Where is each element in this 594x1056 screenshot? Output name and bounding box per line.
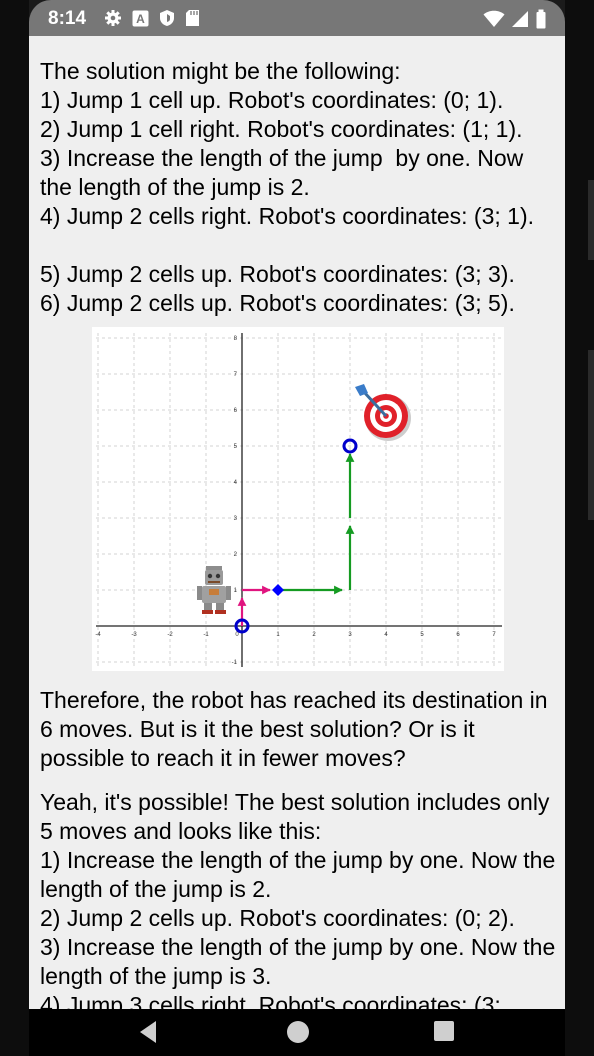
home-button[interactable] [285, 1019, 311, 1045]
status-time: 8:14 [48, 8, 87, 29]
target-point [342, 438, 358, 454]
step-item: 3) Increase the length of the jump by on… [40, 934, 562, 989]
y-tick-label: 2 [234, 552, 238, 558]
x-tick-label: 2 [312, 632, 316, 638]
tutorial-content[interactable]: The solution might be the following: 1) … [29, 36, 565, 1009]
coordinate-grid-chart: -4 -3 -2 -1 0 1 2 3 4 5 6 7 -1 1 2 3 4 5 6 7 8 [95, 333, 502, 667]
y-tick-label: 5 [234, 444, 238, 450]
power-button [588, 350, 594, 520]
gear-icon [105, 10, 121, 26]
shield-icon [160, 10, 174, 26]
x-tick-label: 1 [276, 632, 280, 638]
x-tick-label: 0 [235, 632, 239, 638]
step-item: 2) Jump 2 cells up. Robot's coordinates:… [40, 905, 515, 931]
a-badge-icon: A [132, 10, 149, 26]
x-tick-label: 3 [348, 632, 352, 638]
summary-text: Therefore, the robot has reached its des… [40, 687, 554, 771]
signal-icon [512, 11, 528, 27]
status-bar: 8:14 A [29, 0, 565, 36]
volume-button [588, 180, 594, 260]
x-tick-label: -3 [131, 632, 137, 638]
waypoint-point [272, 584, 284, 596]
phone-bezel-left [0, 0, 29, 1056]
step-item: 1) Increase the length of the jump by on… [40, 847, 562, 902]
svg-text:A: A [136, 12, 145, 26]
step-item: 4) Jump 2 cells right. Robot's coordinat… [40, 203, 534, 229]
step-item: 3) Increase the length of the jump by on… [40, 145, 530, 200]
y-tick-label: 4 [234, 480, 238, 486]
x-tick-label: 7 [492, 632, 496, 638]
y-tick-label: 3 [234, 516, 238, 522]
recents-button[interactable] [432, 1019, 456, 1043]
start-point [234, 618, 250, 634]
back-button[interactable] [136, 1019, 160, 1045]
solution-intro: The solution might be the following: [40, 58, 401, 84]
step-item: 1) Jump 1 cell up. Robot's coordinates: … [40, 87, 504, 113]
wifi-icon [483, 10, 505, 27]
step-item: 2) Jump 1 cell right. Robot's coordinate… [40, 116, 523, 142]
robot-icon [197, 566, 231, 614]
x-tick-label: 6 [456, 632, 460, 638]
x-tick-label: -1 [203, 632, 209, 638]
step-item: 6) Jump 2 cells up. Robot's coordinates:… [40, 290, 515, 316]
best-solution-intro: Yeah, it's possible! The best solution i… [40, 789, 556, 844]
x-tick-label: 5 [420, 632, 424, 638]
phone-bezel-right [565, 0, 594, 1056]
step-item: 4) Jump 3 cells right. Robot's coordinat… [40, 992, 501, 1009]
y-tick-label: -1 [232, 660, 238, 666]
battery-icon [536, 9, 546, 29]
navigation-bar [29, 1009, 565, 1056]
y-tick-label: 7 [234, 372, 238, 378]
x-tick-label: -4 [95, 632, 101, 638]
target-icon [355, 384, 411, 441]
step-item: 5) Jump 2 cells up. Robot's coordinates:… [40, 261, 515, 287]
y-tick-label: 8 [234, 336, 238, 342]
y-tick-label: 1 [234, 588, 238, 594]
y-tick-label: 6 [234, 408, 238, 414]
robot-path-chart: -4 -3 -2 -1 0 1 2 3 4 5 6 7 -1 1 2 3 4 5 6 7 8 [92, 327, 504, 671]
x-tick-label: -2 [167, 632, 173, 638]
x-tick-label: 4 [384, 632, 388, 638]
sd-card-icon [186, 10, 199, 26]
